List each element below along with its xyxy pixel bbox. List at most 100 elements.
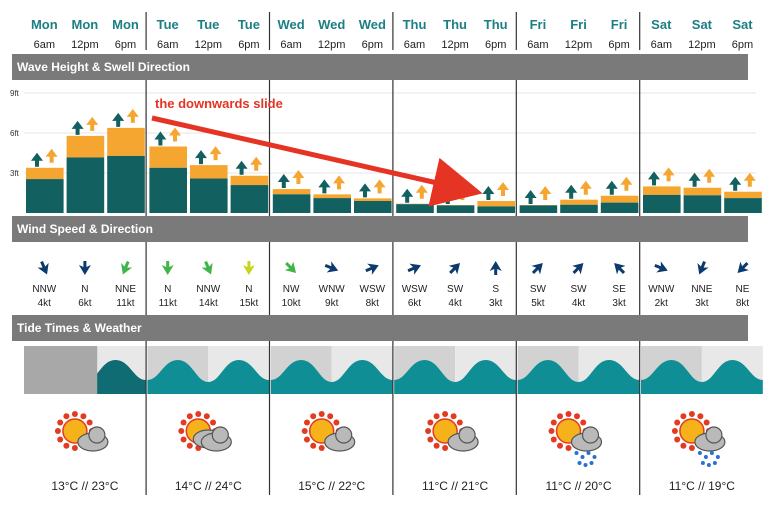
wind-direction-label: WNW [319,284,346,295]
tide-wave [270,360,393,394]
wave-bar-secondary [683,187,722,196]
swell-arrow-primary [235,160,248,175]
tide-section-title: Tide Times & Weather [17,321,142,335]
day-label: Sat [732,17,753,32]
wave-bar-primary [560,204,598,213]
wind-speed-label: 15kt [239,298,258,309]
time-label: 12pm [195,39,223,51]
day-label: Tue [157,17,179,32]
tide-wave [147,360,270,394]
wind-section-header-bar [12,216,748,242]
swell-arrow-primary [71,120,84,135]
day-time-header: Mon 6am Mon 12pm Mon 6pm Tue 6am Tue 12pm Tue 6pm We… [31,17,753,51]
wind-row: NNW 4kt N 6kt NNE 11kt N 11kt NNW 14kt N 15kt NW 10kt… [32,260,750,309]
wave-bar-secondary [477,201,515,207]
wind-direction-label: NNE [691,284,712,295]
swell-arrow-primary [194,150,207,165]
swell-arrow-primary [688,172,701,187]
wave-bar-primary [107,155,145,213]
time-label: 12pm [565,39,593,51]
wave-bar-primary [477,206,515,213]
time-label: 6am [404,39,425,51]
wind-speed-label: 11kt [116,298,134,309]
day-label: Wed [277,17,304,32]
wind-arrow-icon [654,261,668,273]
wind-direction-label: NNW [196,284,220,295]
wave-bar-primary [519,205,558,213]
swell-arrow-secondary [539,186,552,201]
time-label: 6pm [608,39,629,51]
wind-speed-label: 11kt [159,298,177,309]
time-label: 6am [651,39,672,51]
wind-direction-label: SW [447,284,464,295]
swell-arrow-secondary [703,168,716,183]
swell-arrow-secondary [169,127,182,142]
swell-arrow-secondary [579,180,592,195]
time-label: 12pm [71,39,99,51]
wave-bar-secondary [313,194,351,199]
time-label: 6am [157,39,178,51]
day-label: Thu [403,17,427,32]
day-label: Wed [318,17,345,32]
temperature-label: 11°C // 19°C [669,479,735,493]
wave-bar-primary [600,202,639,213]
wind-direction-label: NNW [32,284,56,295]
wave-bar-primary [190,178,228,213]
swell-arrow-secondary [373,179,386,194]
wind-section-title: Wind Speed & Direction [17,222,153,236]
day-label: Tue [238,17,260,32]
wave-bar-secondary [149,146,187,168]
wind-arrow-icon [697,260,709,275]
wind-speed-label: 9kt [325,298,339,309]
wind-direction-label: SW [570,284,587,295]
tide-wave [641,360,763,394]
wave-bar-secondary [272,189,311,195]
day-label: Wed [359,17,386,32]
day-label: Thu [443,17,467,32]
swell-arrow-primary [401,188,414,203]
time-label: 6am [34,39,55,51]
weather-row: 13°C // 23°C 14°C // 24°C 15°C // 22°C 11°C… [51,411,735,493]
wave-bar-secondary [643,186,681,195]
wind-arrow-icon [572,263,584,275]
wind-direction-label: WSW [402,284,428,295]
wind-arrow-icon [78,261,91,275]
wind-arrow-icon [365,263,379,275]
swell-arrow-secondary [333,175,346,190]
wind-speed-label: 6kt [408,298,422,309]
wind-direction-label: WNW [648,284,675,295]
tide-wave [394,360,516,394]
sun-cloud-icon [54,411,109,452]
wave-bar-primary [26,179,64,213]
time-label: 6pm [362,39,383,51]
swell-arrow-secondary [292,170,305,185]
wind-speed-label: 3kt [695,298,709,309]
day-label: Mon [112,17,139,32]
time-label: 12pm [441,39,469,51]
day-label: Sat [651,17,672,32]
wind-direction-label: S [492,284,499,295]
axis-label-9ft: 9ft [10,89,20,98]
wave-bar-secondary [107,127,145,156]
sun-clouds-icon [178,411,232,452]
time-label: 6pm [238,39,259,51]
wind-arrow-icon [324,261,339,273]
wind-arrow-icon [531,263,543,275]
time-label: 6am [280,39,301,51]
wave-bar-secondary [560,199,598,205]
wind-speed-label: 2kt [655,298,669,309]
annotation-text: the downwards slide [155,96,283,111]
wave-bar-secondary [600,195,639,203]
wave-bar-primary [396,204,434,213]
time-label: 6pm [115,39,136,51]
swell-arrow-secondary [743,172,756,187]
day-label: Fri [611,17,628,32]
day-label: Fri [530,17,547,32]
swell-arrow-primary [318,179,331,194]
wave-bar-primary [149,167,187,213]
wave-bar-secondary [354,198,392,202]
swell-arrow-secondary [415,184,428,199]
wave-bar-secondary [724,191,762,199]
wind-arrow-icon [284,261,297,273]
wind-arrow-icon [201,260,213,275]
